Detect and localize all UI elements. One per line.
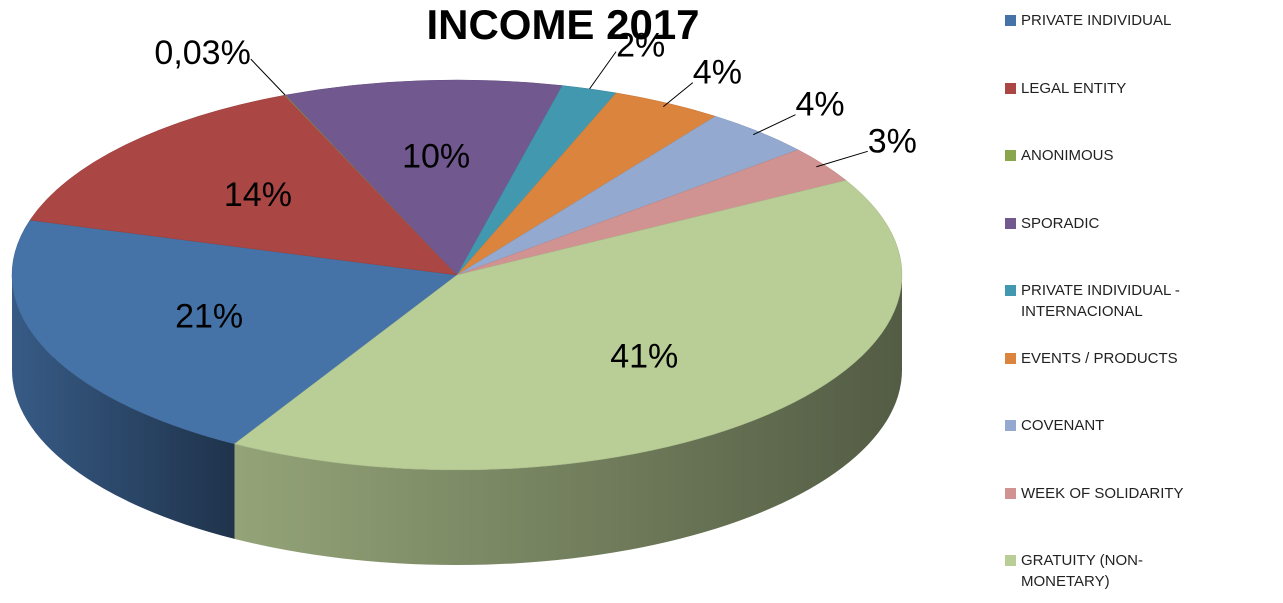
data-label: 21%: [175, 297, 243, 335]
legend-swatch: [1005, 150, 1016, 161]
legend-label: PRIVATE INDIVIDUAL - INTERNACIONAL: [1021, 282, 1180, 320]
legend-swatch: [1005, 15, 1016, 26]
legend-label: PRIVATE INDIVIDUAL: [1021, 12, 1172, 29]
slice: [233, 180, 903, 471]
slice-side: [12, 275, 235, 539]
leader-line: [816, 150, 868, 168]
slice-side: [234, 275, 902, 565]
legend-swatch: [1005, 352, 1016, 364]
legend-item: EVENTS / PRODUCTS: [1005, 350, 1211, 369]
legend-item: SPORADIC: [1005, 215, 1211, 234]
leader-line: [663, 82, 694, 108]
data-label: 0,03%: [154, 34, 250, 72]
legend-label: GRATUITY (NON-MONETARY): [1021, 552, 1143, 590]
legend-item: PRIVATE INDIVIDUAL: [1005, 12, 1211, 31]
legend-label: ANONIMOUS: [1021, 147, 1114, 164]
data-label: 10%: [402, 137, 470, 175]
legend-swatch: [1005, 555, 1016, 566]
legend-item: COVENANT: [1005, 417, 1211, 436]
pie-area: INCOME 2017 21% 14% 0,03% 10% 2% 4% 4% 3% 41%: [11, 1, 917, 565]
slice: [11, 219, 458, 445]
legend-item: WEEK OF SOLIDARITY: [1005, 485, 1211, 504]
data-label: 2%: [616, 27, 665, 65]
legend-swatch: [1005, 487, 1016, 499]
data-label: 4%: [795, 86, 844, 124]
legend-swatch: [1005, 217, 1016, 229]
legend-item: GRATUITY (NON-MONETARY): [1005, 552, 1211, 592]
chart-title: INCOME 2017: [426, 1, 699, 48]
leader-line: [250, 58, 286, 96]
legend-swatch: [1005, 82, 1016, 94]
legend-label: EVENTS / PRODUCTS: [1021, 349, 1178, 367]
data-label: 3%: [868, 122, 917, 160]
slice: [285, 79, 563, 276]
data-label: 4%: [693, 54, 742, 92]
legend-item: ANONIMOUS: [1005, 147, 1211, 166]
legend-label: COVENANT: [1021, 417, 1105, 434]
legend-swatch: [1005, 285, 1016, 296]
legend-item: PRIVATE INDIVIDUAL - INTERNACIONAL: [1005, 282, 1211, 322]
data-label: 41%: [610, 337, 678, 375]
legend-label: WEEK OF SOLIDARITY: [1021, 484, 1184, 502]
legend-label: LEGAL ENTITY: [1021, 79, 1127, 97]
legend-swatch: [1005, 420, 1016, 431]
legend-label: SPORADIC: [1021, 214, 1100, 232]
slice: [29, 94, 458, 276]
legend-item: LEGAL ENTITY: [1005, 80, 1211, 99]
leader-line: [752, 114, 796, 136]
data-label: 14%: [224, 176, 292, 214]
leader-line: [589, 51, 617, 90]
